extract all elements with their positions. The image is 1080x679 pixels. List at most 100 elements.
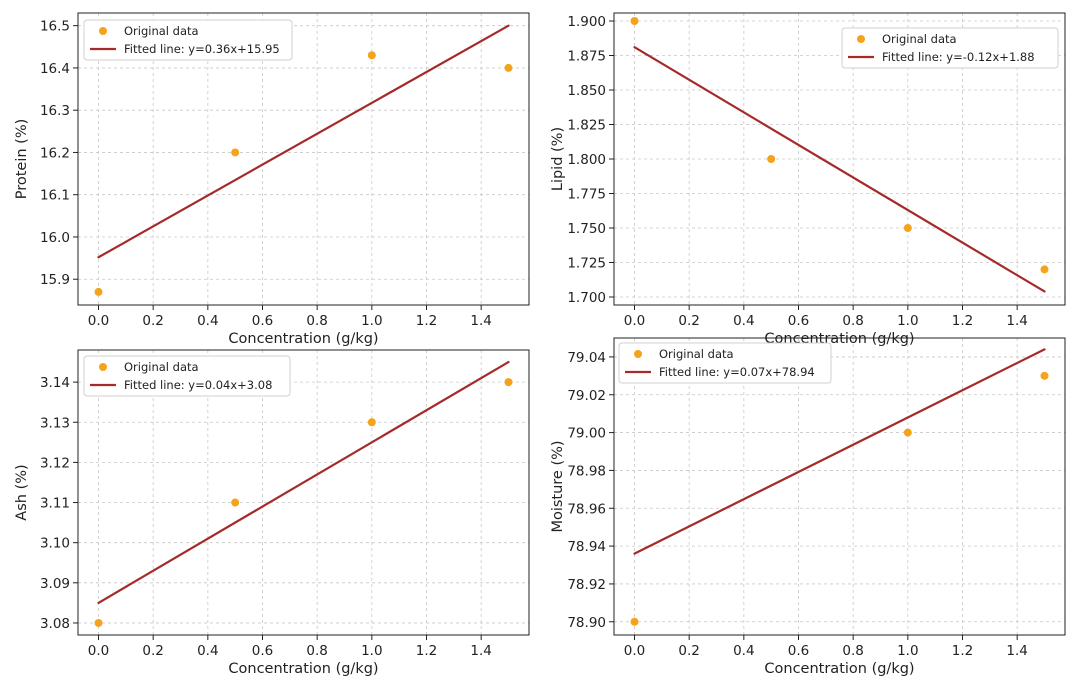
y-tick-label: 3.11 bbox=[40, 496, 70, 512]
x-tick-label: 0.6 bbox=[252, 313, 273, 329]
chart-panel-protein: 0.0 0.2 0.4 0.6 0.8 1.0 1.2 1.4 15.9 16.0 16.1 16.2… bbox=[14, 12, 530, 347]
x-tick-label: 0.4 bbox=[733, 313, 754, 329]
x-tick-label: 0.8 bbox=[842, 643, 863, 659]
y-tick-label: 1.800 bbox=[567, 152, 606, 168]
legend-marker-swatch bbox=[857, 35, 865, 43]
y-tick-label: 79.02 bbox=[567, 388, 606, 404]
legend-entry: Fitted line: y=0.07x+78.94 bbox=[659, 365, 815, 379]
y-tick-label: 16.2 bbox=[40, 145, 70, 161]
legend-marker-swatch bbox=[99, 363, 107, 371]
legend-box bbox=[83, 355, 291, 397]
legend-entry: Original data bbox=[124, 24, 199, 38]
data-point bbox=[231, 148, 240, 157]
x-axis-label: Concentration (g/kg) bbox=[228, 331, 378, 347]
y-tick-label: 1.750 bbox=[567, 221, 606, 237]
x-tick-label: 1.0 bbox=[361, 313, 382, 329]
y-tick-label: 16.3 bbox=[40, 103, 70, 119]
y-tick-label: 1.775 bbox=[567, 186, 606, 202]
plot-frame bbox=[77, 349, 530, 636]
y-tick-label: 1.725 bbox=[567, 255, 606, 271]
legend: Original data Fitted line: y=0.36x+15.95 bbox=[83, 19, 293, 61]
x-axis-label: Concentration (g/kg) bbox=[764, 661, 914, 677]
legend-box bbox=[841, 27, 1059, 69]
x-tick-label: 1.2 bbox=[952, 313, 973, 329]
x-tick-label: 0.0 bbox=[624, 313, 645, 329]
plot-frame bbox=[77, 12, 530, 306]
x-tick-label: 1.4 bbox=[1006, 313, 1027, 329]
data-point bbox=[630, 617, 639, 626]
y-tick-label: 3.09 bbox=[40, 576, 70, 592]
y-tick-label: 78.94 bbox=[567, 539, 606, 555]
legend-marker-swatch bbox=[634, 350, 642, 358]
x-tick-label: 1.0 bbox=[361, 643, 382, 659]
y-tick-label: 3.14 bbox=[40, 375, 70, 391]
data-point bbox=[94, 287, 103, 296]
y-tick-label: 3.12 bbox=[40, 455, 70, 471]
x-tick-label: 1.4 bbox=[1006, 643, 1027, 659]
y-tick-label: 16.5 bbox=[40, 19, 70, 35]
data-point bbox=[367, 51, 376, 60]
data-point bbox=[630, 17, 639, 26]
chart-panel-lipid: 0.0 0.2 0.4 0.6 0.8 1.0 1.2 1.4 1.700 1.725 1.750 1… bbox=[550, 12, 1066, 347]
x-tick-label: 0.2 bbox=[142, 643, 163, 659]
y-axis-label: Lipid (%) bbox=[550, 127, 566, 191]
data-point bbox=[504, 378, 513, 387]
x-tick-label: 0.2 bbox=[142, 313, 163, 329]
y-tick-label: 79.00 bbox=[567, 426, 606, 442]
x-tick-label: 0.6 bbox=[252, 643, 273, 659]
y-tick-label: 16.1 bbox=[40, 188, 70, 204]
legend: Original data Fitted line: y=-0.12x+1.88 bbox=[841, 27, 1059, 69]
legend-entry: Original data bbox=[124, 360, 199, 374]
legend-box bbox=[83, 19, 293, 61]
x-tick-label: 0.0 bbox=[624, 643, 645, 659]
data-point bbox=[94, 618, 103, 627]
data-point bbox=[767, 155, 776, 163]
x-tick-label: 0.0 bbox=[88, 313, 109, 329]
legend-box bbox=[618, 342, 832, 384]
x-tick-label: 0.8 bbox=[306, 643, 327, 659]
fitted-line bbox=[633, 348, 1046, 555]
x-tick-label: 0.2 bbox=[678, 643, 699, 659]
data-point bbox=[903, 223, 912, 232]
x-tick-label: 1.2 bbox=[416, 313, 437, 329]
x-tick-label: 0.4 bbox=[197, 643, 218, 659]
y-tick-label: 15.9 bbox=[40, 272, 70, 288]
y-tick-label: 3.08 bbox=[40, 616, 70, 632]
x-tick-label: 0.8 bbox=[306, 313, 327, 329]
y-tick-label: 78.96 bbox=[567, 501, 606, 517]
x-tick-label: 0.2 bbox=[678, 313, 699, 329]
chart-panel-ash: 0.0 0.2 0.4 0.6 0.8 1.0 1.2 1.4 3.08 3.09 3.10 3.11… bbox=[14, 349, 530, 677]
data-point bbox=[367, 418, 376, 427]
y-tick-label: 1.850 bbox=[567, 83, 606, 99]
y-axis-label: Ash (%) bbox=[14, 464, 30, 520]
chart-panel-moisture: 0.0 0.2 0.4 0.6 0.8 1.0 1.2 1.4 78.90 78.92 78.94 7… bbox=[550, 337, 1066, 677]
x-axis-label: Concentration (g/kg) bbox=[228, 661, 378, 677]
legend-entry: Fitted line: y=0.36x+15.95 bbox=[124, 42, 280, 56]
data-point bbox=[504, 63, 513, 72]
x-tick-label: 1.2 bbox=[416, 643, 437, 659]
legend: Original data Fitted line: y=0.07x+78.94 bbox=[618, 342, 832, 384]
x-tick-label: 1.2 bbox=[952, 643, 973, 659]
y-tick-label: 1.825 bbox=[567, 118, 606, 134]
fitted-line bbox=[633, 46, 1046, 293]
legend-entry: Fitted line: y=0.04x+3.08 bbox=[124, 378, 272, 392]
y-tick-label: 78.90 bbox=[567, 615, 606, 631]
data-point bbox=[1040, 371, 1049, 380]
legend: Original data Fitted line: y=0.04x+3.08 bbox=[83, 355, 291, 397]
y-tick-label: 16.4 bbox=[40, 61, 70, 77]
y-tick-label: 3.13 bbox=[40, 415, 70, 431]
x-tick-label: 0.8 bbox=[842, 313, 863, 329]
x-tick-label: 1.0 bbox=[897, 643, 918, 659]
y-tick-label: 78.92 bbox=[567, 577, 606, 593]
x-tick-label: 0.4 bbox=[197, 313, 218, 329]
y-axis-label: Protein (%) bbox=[14, 119, 30, 200]
x-tick-label: 0.0 bbox=[88, 643, 109, 659]
y-tick-label: 3.10 bbox=[40, 536, 70, 552]
fitted-line bbox=[97, 24, 510, 259]
y-tick-label: 1.700 bbox=[567, 290, 606, 306]
y-tick-label: 78.98 bbox=[567, 463, 606, 479]
y-tick-label: 1.875 bbox=[567, 49, 606, 65]
data-point bbox=[903, 428, 912, 437]
y-tick-label: 1.900 bbox=[567, 14, 606, 30]
